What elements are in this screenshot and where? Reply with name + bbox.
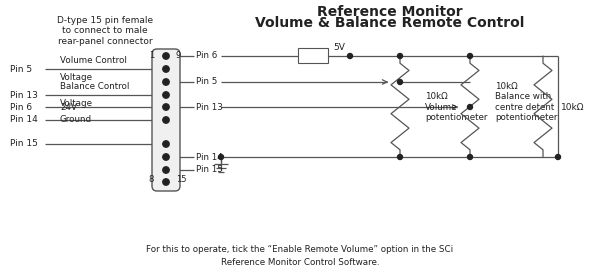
Circle shape bbox=[398, 155, 403, 159]
Circle shape bbox=[163, 167, 169, 173]
Text: Balance Control: Balance Control bbox=[60, 82, 130, 91]
Text: 5V: 5V bbox=[333, 42, 345, 52]
Text: Pin 13: Pin 13 bbox=[196, 102, 223, 112]
Text: Voltage: Voltage bbox=[60, 99, 93, 108]
Text: 7805: 7805 bbox=[302, 52, 324, 61]
FancyBboxPatch shape bbox=[298, 48, 328, 63]
Text: 10kΩ
Balance with
centre detent
potentiometer: 10kΩ Balance with centre detent potentio… bbox=[495, 82, 557, 122]
FancyBboxPatch shape bbox=[152, 49, 180, 191]
Circle shape bbox=[163, 141, 169, 147]
Text: For this to operate, tick the “Enable Remote Volume” option in the SCi
Reference: For this to operate, tick the “Enable Re… bbox=[146, 245, 454, 267]
Text: 24V: 24V bbox=[60, 102, 77, 112]
Text: Pin 13: Pin 13 bbox=[10, 90, 38, 99]
Text: 8: 8 bbox=[149, 176, 154, 184]
Text: Pin 14: Pin 14 bbox=[196, 153, 223, 161]
Text: Pin 15: Pin 15 bbox=[10, 139, 38, 149]
Text: Ground: Ground bbox=[60, 116, 92, 124]
Circle shape bbox=[163, 92, 169, 98]
Text: Reference Monitor: Reference Monitor bbox=[317, 5, 463, 19]
Text: Volume & Balance Remote Control: Volume & Balance Remote Control bbox=[256, 16, 524, 30]
Text: Pin 15: Pin 15 bbox=[196, 165, 223, 175]
Circle shape bbox=[467, 104, 473, 110]
Text: 10kΩ: 10kΩ bbox=[561, 102, 584, 112]
Text: Pin 5: Pin 5 bbox=[196, 78, 217, 87]
Circle shape bbox=[398, 79, 403, 84]
Circle shape bbox=[556, 155, 560, 159]
Text: Pin 5: Pin 5 bbox=[10, 64, 32, 73]
Circle shape bbox=[347, 53, 353, 59]
Circle shape bbox=[467, 53, 473, 59]
Circle shape bbox=[398, 53, 403, 59]
Text: Pin 6: Pin 6 bbox=[196, 52, 217, 61]
Text: 10kΩ
Volume
potentiometer: 10kΩ Volume potentiometer bbox=[425, 92, 487, 122]
Circle shape bbox=[163, 179, 169, 185]
Circle shape bbox=[163, 154, 169, 160]
Circle shape bbox=[163, 79, 169, 85]
Circle shape bbox=[467, 155, 473, 159]
Text: 9: 9 bbox=[176, 52, 181, 61]
Circle shape bbox=[218, 155, 223, 159]
Text: Volume Control: Volume Control bbox=[60, 56, 127, 65]
Text: Voltage: Voltage bbox=[60, 73, 93, 82]
Circle shape bbox=[163, 53, 169, 59]
Circle shape bbox=[163, 104, 169, 110]
Text: 15: 15 bbox=[176, 176, 187, 184]
Circle shape bbox=[163, 117, 169, 123]
Text: Pin 6: Pin 6 bbox=[10, 102, 32, 112]
Text: 1: 1 bbox=[149, 52, 154, 61]
Text: D-type 15 pin female
to connect to male
rear-panel connector: D-type 15 pin female to connect to male … bbox=[57, 16, 153, 46]
Text: Pin 14: Pin 14 bbox=[10, 116, 38, 124]
Circle shape bbox=[163, 66, 169, 72]
